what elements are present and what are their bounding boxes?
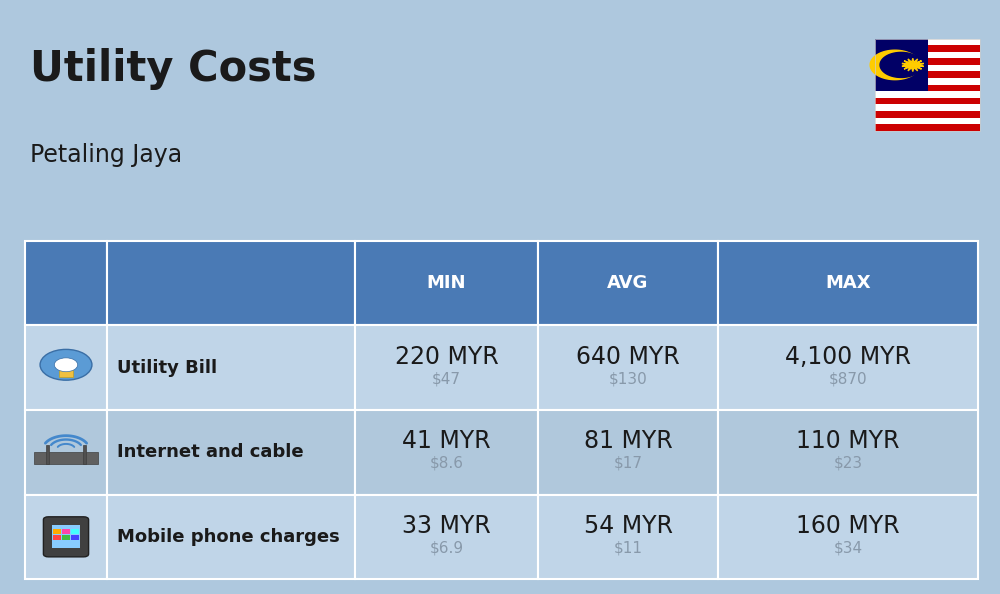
Circle shape: [54, 358, 78, 372]
Bar: [25, 326, 107, 410]
Bar: [25, 494, 107, 579]
Bar: [83, 445, 86, 465]
Bar: [718, 494, 978, 579]
Bar: [53, 529, 61, 534]
Bar: [875, 52, 980, 58]
Circle shape: [40, 349, 92, 380]
Text: $34: $34: [833, 541, 863, 555]
Text: 54 MYR: 54 MYR: [584, 514, 672, 538]
Bar: [875, 98, 980, 105]
Text: $17: $17: [614, 456, 642, 470]
Text: 220 MYR: 220 MYR: [395, 345, 498, 368]
Bar: [718, 241, 978, 326]
Bar: [875, 105, 980, 111]
Text: Utility Bill: Utility Bill: [117, 359, 217, 377]
FancyBboxPatch shape: [43, 517, 89, 557]
Text: 41 MYR: 41 MYR: [402, 429, 491, 453]
Bar: [538, 326, 718, 410]
Bar: [875, 45, 980, 52]
Bar: [538, 410, 718, 494]
Bar: [355, 494, 538, 579]
Text: AVG: AVG: [607, 274, 649, 292]
Text: 81 MYR: 81 MYR: [584, 429, 672, 453]
Bar: [875, 65, 980, 71]
Text: $11: $11: [614, 541, 642, 555]
Bar: [52, 525, 80, 548]
Polygon shape: [870, 50, 920, 80]
Text: $130: $130: [609, 371, 647, 386]
Text: Internet and cable: Internet and cable: [117, 443, 304, 461]
Bar: [875, 111, 980, 118]
Bar: [25, 410, 107, 494]
Bar: [718, 326, 978, 410]
Text: Petaling Jaya: Petaling Jaya: [30, 143, 182, 166]
Bar: [875, 39, 928, 91]
Bar: [875, 118, 980, 124]
Text: Utility Costs: Utility Costs: [30, 48, 316, 90]
Text: MIN: MIN: [427, 274, 466, 292]
Text: 110 MYR: 110 MYR: [796, 429, 900, 453]
Text: $870: $870: [829, 371, 867, 386]
Bar: [875, 91, 980, 98]
Bar: [53, 535, 61, 539]
Bar: [875, 71, 980, 78]
Bar: [718, 410, 978, 494]
Bar: [62, 535, 70, 539]
Text: $23: $23: [833, 456, 863, 470]
Text: 640 MYR: 640 MYR: [576, 345, 680, 368]
Text: 4,100 MYR: 4,100 MYR: [785, 345, 911, 368]
Bar: [355, 410, 538, 494]
Text: $47: $47: [432, 371, 461, 386]
Bar: [107, 494, 355, 579]
Bar: [875, 39, 980, 45]
Polygon shape: [902, 58, 924, 71]
Bar: [538, 241, 718, 326]
Text: MAX: MAX: [825, 274, 871, 292]
Text: $8.6: $8.6: [430, 456, 464, 470]
Bar: [107, 326, 355, 410]
Bar: [107, 410, 355, 494]
Bar: [34, 452, 98, 465]
Bar: [46, 445, 49, 465]
Bar: [875, 58, 980, 65]
Text: $6.9: $6.9: [429, 541, 464, 555]
Bar: [875, 78, 980, 84]
Bar: [107, 241, 355, 326]
Bar: [25, 241, 107, 326]
Text: 33 MYR: 33 MYR: [402, 514, 491, 538]
Bar: [875, 124, 980, 131]
Bar: [62, 529, 70, 534]
Bar: [355, 241, 538, 326]
Bar: [355, 326, 538, 410]
Text: Mobile phone charges: Mobile phone charges: [117, 528, 340, 546]
Polygon shape: [880, 52, 922, 77]
Bar: [875, 39, 980, 131]
Text: 160 MYR: 160 MYR: [796, 514, 900, 538]
Bar: [538, 494, 718, 579]
Bar: [71, 529, 79, 534]
Bar: [59, 366, 73, 377]
Bar: [875, 84, 980, 91]
Bar: [71, 535, 79, 539]
